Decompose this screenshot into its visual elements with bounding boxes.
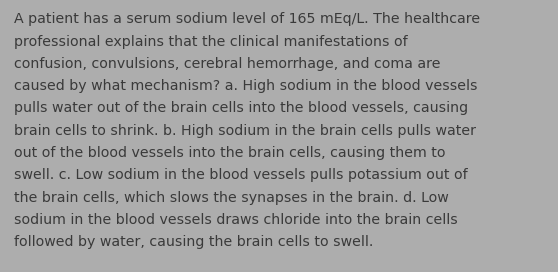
- Text: pulls water out of the brain cells into the blood vessels, causing: pulls water out of the brain cells into …: [14, 101, 468, 115]
- Text: brain cells to shrink. b. High sodium in the brain cells pulls water: brain cells to shrink. b. High sodium in…: [14, 124, 476, 138]
- Text: the brain cells, which slows the synapses in the brain. d. Low: the brain cells, which slows the synapse…: [14, 191, 449, 205]
- Text: professional explains that the clinical manifestations of: professional explains that the clinical …: [14, 35, 407, 48]
- Text: A patient has a serum sodium level of 165 mEq/L. The healthcare: A patient has a serum sodium level of 16…: [14, 12, 480, 26]
- Text: confusion, convulsions, cerebral hemorrhage, and coma are: confusion, convulsions, cerebral hemorrh…: [14, 57, 440, 71]
- Text: caused by what mechanism? a. High sodium in the blood vessels: caused by what mechanism? a. High sodium…: [14, 79, 478, 93]
- Text: sodium in the blood vessels draws chloride into the brain cells: sodium in the blood vessels draws chlori…: [14, 213, 458, 227]
- Text: out of the blood vessels into the brain cells, causing them to: out of the blood vessels into the brain …: [14, 146, 445, 160]
- Text: swell. c. Low sodium in the blood vessels pulls potassium out of: swell. c. Low sodium in the blood vessel…: [14, 168, 468, 182]
- Text: followed by water, causing the brain cells to swell.: followed by water, causing the brain cel…: [14, 235, 373, 249]
